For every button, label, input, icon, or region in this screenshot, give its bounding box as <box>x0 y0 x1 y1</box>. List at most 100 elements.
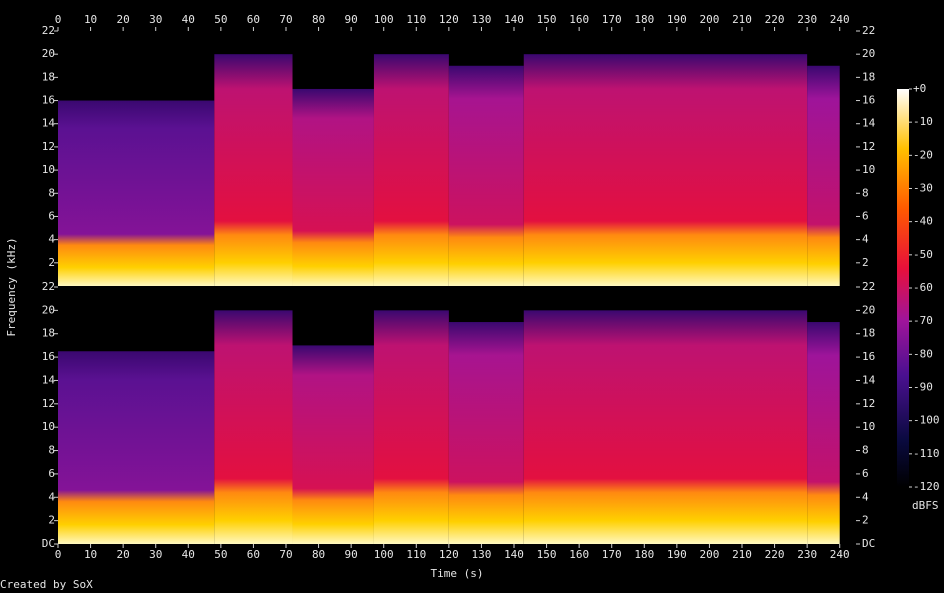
x-tick-label: 100 <box>374 13 394 26</box>
x-tick-label: 140 <box>504 548 524 561</box>
y-tick-label-left: 14 <box>42 117 56 130</box>
y-tick-label-right: 18 <box>862 327 875 340</box>
y-tick-label-right: 10 <box>862 420 875 433</box>
y-tick-label-left: 4 <box>48 490 55 503</box>
colorbar-tick-label: -90 <box>913 381 933 394</box>
x-tick-label: 210 <box>732 13 752 26</box>
footer: Created by SoX <box>0 578 93 591</box>
x-tick-label: 70 <box>279 13 292 26</box>
spectrum-segment <box>448 65 524 286</box>
x-tick-label: 40 <box>182 13 195 26</box>
colorbar-tick-label: -120 <box>913 480 940 493</box>
spectrum-segment <box>807 65 840 286</box>
x-tick-label: 20 <box>117 13 130 26</box>
y-tick-label-right: DC <box>862 537 875 550</box>
y-tick-label-left: 10 <box>42 420 55 433</box>
x-tick-label: 70 <box>279 548 292 561</box>
x-tick-label: 40 <box>182 548 195 561</box>
y-tick-label-right: 20 <box>862 47 875 60</box>
y-tick-label-right: 12 <box>862 397 875 410</box>
x-tick-label: 120 <box>439 13 459 26</box>
x-tick-label: 30 <box>149 548 162 561</box>
x-tick-label: 50 <box>214 13 227 26</box>
y-tick-label-left: 22 <box>42 280 55 293</box>
plot-panel: 0 10 20 30 40 50 60 70 80 90 100 110 120 130 140 150 160… <box>42 280 876 561</box>
spectrum-segment <box>523 310 808 544</box>
y-tick-label-left: 12 <box>42 397 55 410</box>
x-tick-label: 160 <box>569 548 589 561</box>
y-tick-label-right: 14 <box>862 373 876 386</box>
plot-panel: 0 10 20 30 40 50 60 70 80 90 100 110 120 130 140 150 160… <box>42 13 876 286</box>
x-tick-label: 130 <box>471 548 491 561</box>
y-tick-label-left: 22 <box>42 24 55 37</box>
x-tick-label: 110 <box>406 548 426 561</box>
colorbar-ticks: +0 -10 -20 -30 -40 -50 -60 -70 -80 -90 -100 -110 -12… <box>909 82 940 493</box>
y-tick-label-left: 20 <box>42 303 55 316</box>
x-tick-label: 230 <box>797 548 817 561</box>
x-tick-label: 60 <box>247 548 260 561</box>
spectrum-segment <box>292 345 374 544</box>
spectrum-segment <box>448 322 524 544</box>
y-tick-label-left: 16 <box>42 350 55 363</box>
x-tick-label: 100 <box>374 548 394 561</box>
y-tick-label-left: DC <box>42 537 55 550</box>
x-tick-label: 180 <box>634 13 654 26</box>
x-tick-label: 50 <box>214 548 227 561</box>
x-tick-label: 230 <box>797 13 817 26</box>
y-tick-label-right: 8 <box>862 444 869 457</box>
x-tick-label: 220 <box>765 548 785 561</box>
colorbar-tick-label: -100 <box>913 414 940 427</box>
y-tick-label-left: 8 <box>48 444 55 457</box>
x-tick-label: 30 <box>149 13 162 26</box>
spectrum-segment <box>214 310 293 544</box>
colorbar-tick-label: -110 <box>913 447 940 460</box>
x-tick-label: 20 <box>117 548 130 561</box>
x-tick-label: 90 <box>345 548 358 561</box>
x-tick-label: 90 <box>345 13 358 26</box>
y-tick-label-right: 22 <box>862 280 875 293</box>
colorbar-tick-label: -20 <box>913 148 933 161</box>
x-tick-label: 150 <box>537 548 557 561</box>
x-tick-label: 10 <box>84 548 97 561</box>
y-tick-label-right: 22 <box>862 24 875 37</box>
y-tick-label-right: 18 <box>862 70 875 83</box>
x-tick-label: 190 <box>667 548 687 561</box>
spectrum-segment <box>807 322 840 544</box>
spectrum-segment <box>58 351 215 544</box>
colorbar-tick-label: -30 <box>913 182 933 195</box>
x-tick-label: 110 <box>406 13 426 26</box>
x-tick-label: 80 <box>312 548 325 561</box>
colorbar-label: dBFS <box>912 499 939 512</box>
y-tick-label-right: 2 <box>862 514 869 527</box>
y-tick-label-right: 8 <box>862 186 869 199</box>
x-tick-label: 170 <box>602 548 622 561</box>
y-tick-label-left: 18 <box>42 70 55 83</box>
y-tick-label-left: 8 <box>48 186 55 199</box>
y-tick-label-left: 16 <box>42 94 55 107</box>
x-tick-label: 80 <box>312 13 325 26</box>
colorbar <box>897 89 909 487</box>
colorbar-tick-label: -70 <box>913 314 933 327</box>
colorbar-tick-label: -50 <box>913 248 933 261</box>
x-tick-label: 180 <box>634 548 654 561</box>
y-tick-label-right: 12 <box>862 140 875 153</box>
y-tick-label-right: 6 <box>862 209 869 222</box>
x-tick-label: 0 <box>55 13 62 26</box>
colorbar-tick-label: +0 <box>913 82 926 95</box>
y-tick-label-right: 20 <box>862 303 875 316</box>
colorbar-tick-label: -80 <box>913 347 933 360</box>
x-tick-label: 220 <box>765 13 785 26</box>
y-tick-label-left: 12 <box>42 140 55 153</box>
y-tick-label-left: 10 <box>42 163 55 176</box>
y-tick-label-right: 4 <box>862 490 869 503</box>
y-tick-label-left: 4 <box>48 233 55 246</box>
colorbar-tick-label: -40 <box>913 215 933 228</box>
spectrum-segment <box>373 54 449 286</box>
x-tick-label: 210 <box>732 548 752 561</box>
spectrum-segment <box>214 54 293 286</box>
y-tick-label-right: 6 <box>862 467 869 480</box>
colorbar-tick-label: -60 <box>913 281 933 294</box>
spectrum-segment <box>523 54 808 286</box>
spectrum-segment <box>373 310 449 544</box>
